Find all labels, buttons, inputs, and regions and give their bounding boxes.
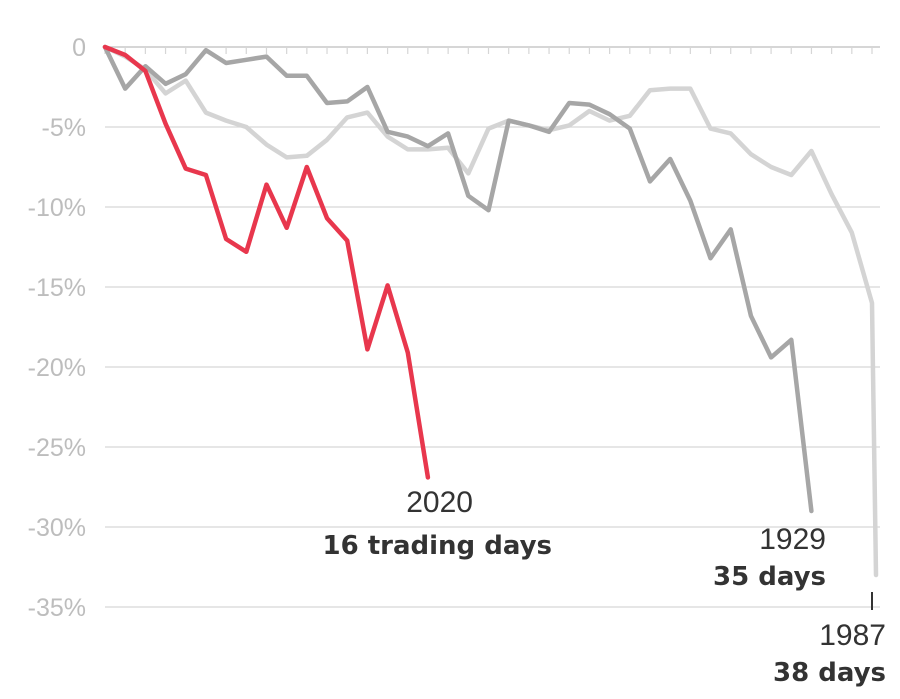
y-tick-label: -30% <box>28 514 86 542</box>
series-lines <box>102 44 879 578</box>
y-tick-label: 0 <box>72 34 86 62</box>
grid <box>105 46 880 608</box>
y-tick-label: -25% <box>28 434 86 462</box>
y-axis-tick-labels: 0 -5% -10% -15% -20% -25% -30% -35% <box>28 34 86 622</box>
series-annotations: 2020 16 trading days 1929 35 days 1987 3… <box>322 486 886 688</box>
annotation-days-1929: 35 days <box>713 562 826 592</box>
annotation-year-2020: 2020 <box>406 486 473 519</box>
annotation-year-1929: 1929 <box>759 523 826 556</box>
annotation-year-1987: 1987 <box>819 619 886 652</box>
y-tick-label: -15% <box>28 274 86 302</box>
y-tick-label: -20% <box>28 354 86 382</box>
y-tick-label: -5% <box>42 114 86 142</box>
y-tick-label: -10% <box>28 194 86 222</box>
series-line-2020 <box>102 44 431 480</box>
y-tick-label: -35% <box>28 594 86 622</box>
series-line-1929 <box>102 44 814 514</box>
x-axis-ticks <box>104 47 873 54</box>
series-line-1987 <box>102 44 879 578</box>
annotation-days-1987: 38 days <box>773 658 886 688</box>
annotation-days-2020: 16 trading days <box>322 531 552 561</box>
